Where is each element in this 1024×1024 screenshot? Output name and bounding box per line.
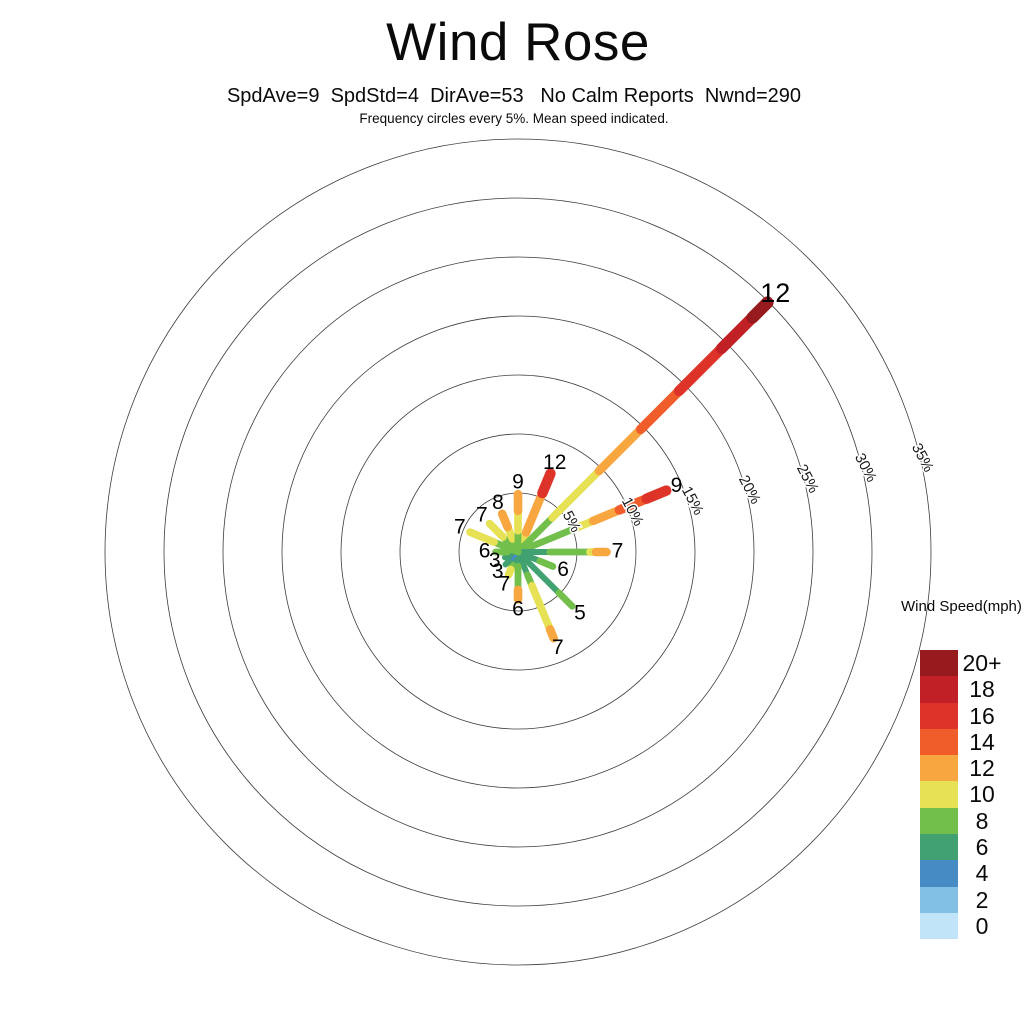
- spoke-segment-NE-10mph: [548, 467, 603, 522]
- legend-swatch-14: [920, 728, 958, 756]
- spoke-segment-NE-14mph: [635, 386, 684, 435]
- legend-row-4: 4: [920, 860, 1006, 887]
- mean-speed-label-ESE: 6: [557, 558, 569, 581]
- spoke-SSE: [515, 549, 558, 643]
- legend-row-2: 2: [920, 886, 1006, 913]
- legend-title: Wind Speed(mph): [901, 598, 1022, 615]
- legend-label-16: 16: [969, 702, 995, 729]
- legend-swatch-20+: [920, 650, 958, 677]
- spoke-segment-SSE-10mph: [528, 581, 554, 634]
- spoke-ENE: [514, 485, 672, 556]
- legend-swatch-2: [920, 886, 958, 913]
- legend-row-16: 16: [920, 702, 1006, 729]
- legend-row-20+: 20+: [920, 650, 1006, 677]
- frequency-circle-20pct: [281, 315, 755, 789]
- legend-row-0: 0: [920, 912, 1006, 940]
- legend-swatch-6: [920, 834, 958, 861]
- spoke-segment-SW-6mph: [502, 558, 512, 568]
- spoke-segment-NNE-12mph: [521, 488, 547, 537]
- spoke-segment-NE-20mph: [746, 296, 774, 324]
- legend-label-6: 6: [975, 834, 989, 861]
- frequency-circle-25pct: [222, 256, 814, 848]
- legend-label-4: 4: [975, 860, 989, 887]
- legend-label-14: 14: [969, 728, 995, 755]
- mean-speed-label-N: 9: [512, 471, 524, 494]
- spoke-segment-NNW-12mph: [497, 509, 512, 532]
- frequency-circle-30pct: [163, 197, 873, 907]
- mean-speed-label-S: 6: [512, 598, 524, 621]
- legend-label-0: 0: [975, 912, 989, 939]
- spoke-segment-SE-6mph: [515, 549, 562, 596]
- legend-swatch-18: [920, 676, 958, 703]
- legend-swatch-12: [920, 755, 958, 782]
- mean-speed-label-WSW: 3: [489, 549, 501, 572]
- legend-label-2: 2: [975, 886, 989, 913]
- legend-swatch-4: [920, 860, 958, 887]
- spoke-segment-WSW-6mph: [501, 552, 514, 561]
- frequency-circle-15pct: [340, 374, 696, 730]
- ring-label-35%: 35%: [908, 441, 937, 475]
- mean-speed-label-SW: 3: [492, 560, 504, 583]
- mean-speed-label-SE: 5: [574, 602, 586, 625]
- spoke-segment-SSE-12mph: [545, 625, 558, 643]
- spoke-segment-SE-8mph: [555, 589, 576, 610]
- legend-label-12: 12: [969, 755, 995, 782]
- mean-speed-label-NE: 12: [760, 278, 790, 308]
- legend-row-12: 12: [920, 755, 1006, 782]
- spoke-segment-NE-18mph: [715, 311, 759, 355]
- legend-row-8: 8: [920, 807, 1006, 835]
- ring-label-20%: 20%: [735, 473, 764, 507]
- legend-row-10: 10: [920, 781, 1006, 808]
- spoke-segment-NE-16mph: [673, 343, 727, 397]
- legend-label-20+: 20+: [962, 650, 1002, 676]
- spoke-segment-ENE-8mph: [514, 525, 579, 556]
- mean-speed-label-WNW: 7: [454, 515, 466, 538]
- spoke-segment-NE-12mph: [594, 425, 645, 476]
- mean-speed-label-W: 6: [479, 540, 491, 563]
- mean-speed-label-NNW: 8: [492, 491, 504, 514]
- mean-speed-label-E: 7: [612, 540, 624, 563]
- ring-label-30%: 30%: [851, 451, 880, 485]
- legend-row-14: 14: [920, 728, 1006, 756]
- mean-speed-label-NNE: 12: [543, 451, 566, 474]
- wind-speed-legend: 20+ 18 16 14 12 10 8 6 4 2 0: [920, 650, 1006, 940]
- spoke-segment-NW-10mph: [485, 519, 507, 541]
- frequency-circle-35pct: [104, 138, 932, 966]
- chart-title: Wind Rose: [386, 13, 650, 72]
- legend-row-6: 6: [920, 834, 1006, 861]
- legend-swatch-10: [920, 781, 958, 808]
- spoke-segment-NNE-16mph: [537, 468, 556, 499]
- mean-speed-label-ENE: 9: [671, 474, 683, 497]
- spoke-SE: [515, 549, 576, 610]
- frequency-circle-10pct: [399, 433, 637, 671]
- legend-label-18: 18: [969, 676, 995, 703]
- mean-speed-label-NW: 7: [476, 503, 488, 526]
- legend-label-10: 10: [969, 781, 995, 808]
- chart-stats-subtitle: SpdAve=9 SpdStd=4 DirAve=53 No Calm Repo…: [226, 85, 802, 107]
- spoke-segment-SSW-10mph: [504, 565, 515, 579]
- ring-label-25%: 25%: [793, 462, 822, 496]
- legend-swatch-8: [920, 807, 958, 835]
- mean-speed-label-SSW: 7: [498, 573, 510, 596]
- spoke-segment-ENE-16mph: [641, 485, 672, 504]
- legend-swatch-16: [920, 702, 958, 729]
- legend-swatch-0: [920, 912, 958, 940]
- legend-row-18: 18: [920, 676, 1006, 703]
- mean-speed-label-SSE: 7: [552, 636, 564, 659]
- chart-note: Frequency circles every 5%. Mean speed i…: [359, 111, 669, 126]
- spoke-segment-WNW-10mph: [466, 528, 498, 546]
- spoke-segment-ESE-8mph: [536, 557, 557, 570]
- spoke-NE: [514, 296, 774, 556]
- legend-label-8: 8: [975, 807, 989, 834]
